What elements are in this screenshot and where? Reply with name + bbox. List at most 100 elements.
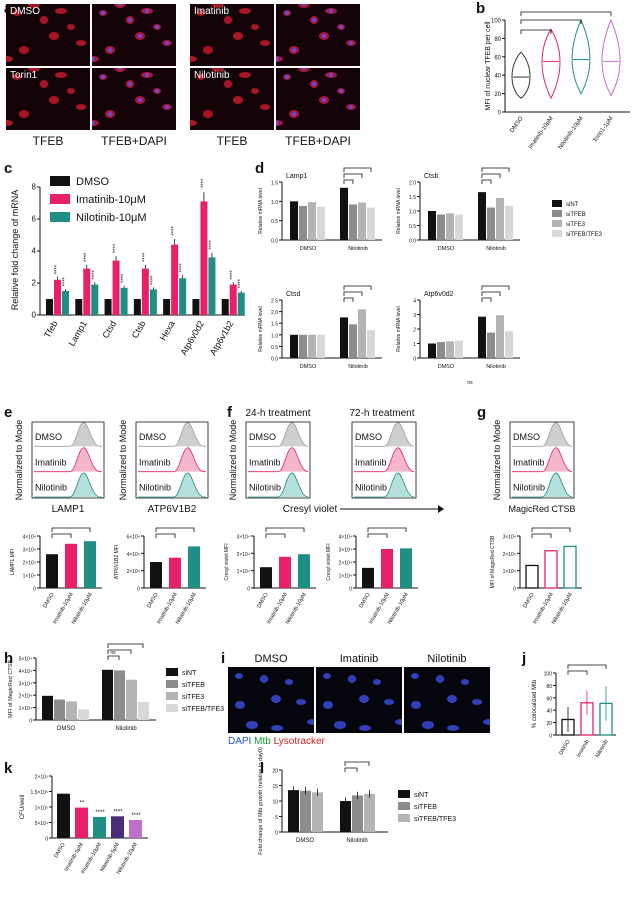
c-bar [200,201,208,315]
h-ytick-label: 5×10⁴ [19,657,32,663]
h-xcat: DMSO [57,726,75,732]
cell [323,673,331,679]
panel-label-k: k [4,760,13,777]
h-legend-swatch [166,704,178,712]
b-sig-bracket [520,19,582,24]
d-Lamp1-bar [367,207,375,240]
nucleus [312,82,316,86]
g-ytick-label: 3×10⁴ [503,535,516,541]
cell [190,56,197,62]
f2-hist-frame [351,421,417,499]
c-bar [75,299,83,315]
cell [6,120,13,126]
k-sig: **** [95,810,105,816]
cell-overlay [235,673,314,731]
d-Ctsd-ytick-label: 0.0 [271,357,278,363]
h-bar [102,669,113,720]
c-legend-label: Imatinib-10μM [76,194,146,206]
d-Ctsb-bracket [481,173,501,178]
micrograph-imatinib-tfeb: Imatinib [190,4,274,66]
d-Ctsd-bracket [343,297,354,302]
b-violin [571,18,591,95]
nucleus [329,9,333,13]
d-Ctsb-title: Ctsb [424,173,439,180]
l-ytick-label: 15 [272,784,278,790]
f-72h-xcat: DMSO [358,591,372,609]
nucleus [165,105,169,109]
h-ylabel: MFI of MagicRed CTSB [8,660,14,718]
d-Ctsb-ylabel: Relative mRNA level [396,188,402,234]
panel-label-c: c [4,160,13,177]
b-violin [541,28,561,100]
c-category-label: Tfeb [42,319,60,340]
cell [76,104,86,110]
k-bar [93,816,106,838]
c-sig: **** [113,243,119,253]
e1-hist-label: Imatinib [35,457,67,467]
d-Atp6v0d2-bar [455,340,463,358]
b-sig-bracket [520,29,552,34]
c-sig: **** [63,277,69,287]
g-ytick-label: 2×10⁴ [503,552,516,558]
h-legend-label: siNT [182,670,197,677]
f-72h-ytick-label: 1×10⁴ [339,574,352,580]
c-legend-swatch [50,176,70,186]
cell [13,10,21,16]
d-Atp6v0d2-xcat: Nilotinib [486,364,506,370]
f-24h-ytick-label: 1×10⁴ [237,569,250,575]
d-Atp6v0d2-bracket [481,297,492,302]
panel-label-l: l [260,760,265,777]
cell [251,24,259,30]
d-Atp6v0d2-ytick-label: 0 [413,357,416,363]
b-ylabel: MFI of nuclear TFEB per cell [485,21,492,110]
cell [359,725,371,731]
c-bar [171,244,179,315]
d-Atp6v0d2-bar [446,341,454,358]
nucleus [108,48,112,52]
c-bar [149,289,157,315]
panel-label-f: f [227,404,232,421]
c-sig: **** [150,275,156,285]
e-ATP6V1B2-bar [150,562,162,588]
caption-merge-2: TFEB+DAPI [285,134,351,148]
e-ATP6V1B2-bracket [155,533,176,538]
panel-label-j: j [522,650,527,667]
j-ytick-label: 40 [546,709,552,715]
c-bar [62,291,69,315]
e2-hist-label: Imatinib [139,457,171,467]
d-Ctsb-bar [496,197,504,240]
e-LAMP1-ytick-label: 1×10⁴ [23,574,36,580]
cell [19,110,29,118]
c-sig: **** [55,264,61,274]
e-ATP6V1B2-ylabel: ATP6V1B2 MFI [114,545,120,579]
d-Lamp1-bracket [343,173,363,178]
h-legend-label: siTFEB/TFE3 [182,706,224,713]
caption-tfeb-2: TFEB [216,134,248,148]
cell [483,719,490,725]
d-Lamp1-bar [317,206,325,240]
f2-histogram [354,472,415,498]
k-xcat: Imatinib-5μM [64,842,85,873]
d-Ctsd-bar [367,330,375,358]
f-72h-xcat: Imatinib-10μM [368,592,391,626]
d-Ctsb-bar [428,211,436,240]
h-bracket [107,643,144,648]
e-LAMP1-xcat: DMSO [42,591,56,609]
d-Lamp1-ytick-label: 1.5 [271,181,278,187]
g-xcat: Imatinib-10μM [532,592,555,626]
e-LAMP1-bar [65,543,77,588]
d-Lamp1-bracket [343,179,354,184]
e-ATP6V1B2-ytick-label: 0 [137,587,140,593]
micrograph-nilotinib-tfeb: Nilotinib [190,68,274,130]
cell-overlay [190,68,270,126]
b-ytick-label: 80 [494,37,501,43]
d-Lamp1-xcat: DMSO [300,246,317,252]
l-bar [364,793,375,832]
c-bar [208,257,216,315]
j-ytick-label: 80 [546,684,552,690]
d-Ctsb-bar [455,214,463,240]
cell [40,80,48,88]
h-ytick-label: 3×10⁴ [19,681,32,687]
cell [76,40,86,46]
d-Lamp1-ylabel: Relative mRNA level [258,188,264,234]
